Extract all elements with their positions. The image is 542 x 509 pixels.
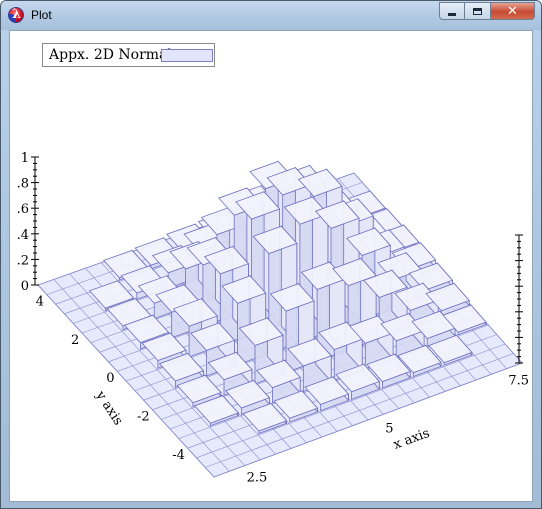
bar-top-face — [349, 315, 394, 344]
bar-top-face — [346, 227, 391, 256]
bar-top-face — [141, 332, 187, 361]
bar-top-face — [408, 262, 454, 291]
histogram-bars — [88, 160, 487, 435]
histogram-bar — [273, 389, 319, 423]
bar-top-face — [428, 334, 473, 364]
y-axis-label: y axis — [92, 388, 125, 428]
minimize-button[interactable] — [439, 2, 465, 20]
bar-top-face — [397, 344, 442, 374]
x-tick-label: 7.5 — [508, 373, 529, 388]
title-bar[interactable]: λ Plot ✕ — [1, 1, 541, 30]
z-tick-label: .8 — [17, 177, 29, 192]
bar-top-face — [225, 380, 270, 409]
histogram-bar — [442, 303, 487, 336]
histogram-bar — [428, 334, 473, 366]
bar-top-face — [394, 282, 439, 311]
histogram-bar — [158, 352, 205, 388]
histogram-bar — [194, 394, 239, 427]
bar-top-face — [207, 351, 253, 381]
z-tick-label: .6 — [17, 202, 29, 217]
histogram-bar — [304, 375, 350, 412]
histogram-bar — [287, 337, 332, 393]
bar-top-face — [252, 225, 298, 255]
close-icon: ✕ — [507, 3, 518, 19]
histogram-bar — [242, 402, 288, 435]
bar-top-face — [242, 403, 288, 432]
bar-top-face — [366, 353, 411, 383]
close-button[interactable]: ✕ — [491, 2, 535, 20]
legend-label: Appx. 2D Normal — [49, 47, 172, 63]
legend: Appx. 2D Normal — [42, 43, 215, 67]
bar-top-face — [190, 322, 236, 351]
bar-top-face — [297, 168, 343, 197]
bar-top-face — [176, 374, 222, 404]
bar-top-face — [256, 359, 301, 389]
bar-top-face — [172, 298, 218, 327]
z-tick-label: .2 — [17, 253, 29, 268]
window-title: Plot — [31, 8, 52, 22]
histogram-bar — [349, 314, 394, 370]
bar-top-face — [88, 280, 135, 309]
bar-top-face — [221, 275, 267, 304]
bar-top-face — [269, 283, 315, 312]
z-tick-label: .4 — [17, 228, 29, 243]
bar-top-face — [425, 282, 470, 312]
bar-top-face — [273, 390, 319, 419]
x-axis-label: x axis — [391, 426, 431, 453]
histogram-bar — [411, 310, 456, 347]
plot-canvas[interactable]: Appx. 2D Normal 1.8.6.4.2 0 4 2 0 -2 -4 2.5 5 7.5… — [9, 30, 533, 502]
y-tick-label: 0 — [106, 371, 114, 386]
bar-top-face — [380, 313, 425, 342]
legend-swatch — [161, 49, 213, 62]
bar-top-face — [314, 200, 360, 229]
y-tick-label: 4 — [36, 294, 44, 309]
bar-top-face — [363, 269, 408, 298]
racket-lambda-icon: λ — [8, 7, 24, 23]
bar-top-face — [335, 363, 380, 393]
x-tick-label: 2.5 — [247, 470, 268, 485]
y-tick-label: -4 — [172, 448, 185, 463]
bar-top-face — [442, 304, 487, 333]
maximize-icon — [473, 7, 482, 15]
histogram-bar — [176, 374, 222, 408]
x-tick-label: 5 — [385, 421, 393, 436]
histogram-bar — [397, 344, 442, 378]
histogram-bar — [335, 363, 380, 400]
z-tick-label: 0 — [21, 279, 29, 294]
y-tick-label: 2 — [71, 333, 79, 348]
bar-top-face — [304, 376, 350, 405]
maximize-button[interactable] — [465, 2, 491, 20]
bar-top-face — [411, 310, 456, 339]
y-tick-label: -2 — [137, 410, 150, 425]
bar-top-face — [238, 317, 284, 346]
z-tick-label: 1 — [21, 151, 29, 166]
minimize-icon — [448, 12, 456, 16]
bar-top-face — [318, 321, 363, 351]
histogram-bar — [425, 282, 470, 317]
bar-top-face — [266, 167, 312, 196]
bar-top-face — [283, 196, 329, 225]
histogram-bar — [256, 359, 301, 404]
bar-top-face — [123, 314, 170, 344]
bar-top-face — [158, 353, 205, 382]
bar-top-face — [194, 395, 239, 424]
bar-top-face — [235, 191, 281, 220]
bar-top-face — [204, 246, 250, 275]
histogram-bar — [225, 379, 270, 415]
bar-top-face — [287, 338, 332, 367]
histogram-bar — [366, 353, 411, 389]
